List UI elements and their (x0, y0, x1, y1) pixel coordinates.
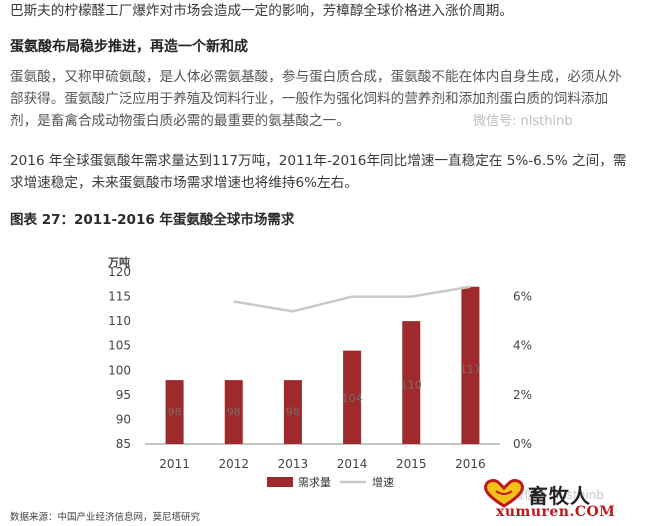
bar-value-label: 98 (227, 405, 241, 418)
y-tick-label: 115 (108, 290, 131, 304)
y-tick-label: 95 (116, 388, 131, 402)
bar-value-label: 110 (401, 379, 422, 392)
data-source: 数据来源：中国产业经济信息网，莫尼塔研究 (10, 512, 201, 523)
legend-line-label: 增速 (372, 475, 394, 489)
bar (402, 321, 421, 444)
x-tick-label: 2012 (218, 457, 249, 471)
x-tick-label: 2013 (278, 457, 309, 471)
legend-bar-label: 需求量 (298, 476, 331, 489)
left-ticks: 85 90 95 100 105 110 115 120 (108, 265, 131, 451)
body-paragraph: 2016 年全球蛋氨酸年需求量达到117万吨，2011年-2016年同比增速一直… (10, 153, 627, 191)
legend-bar-swatch (267, 477, 293, 487)
wechat-watermark-bottom: 微信号: nlsthinb (512, 488, 604, 502)
bar-value-labels: 98 98 98 104 110 117 (168, 363, 481, 418)
figure-title: 图表 27：2011-2016 年蛋氨酸全球市场需求 (10, 212, 295, 228)
x-ticks: 2011 2012 2013 2014 2015 2016 (159, 457, 485, 471)
section-heading: 蛋氨酸布局稳步推进，再造一个新和成 (10, 39, 248, 55)
y2-tick-label: 6% (513, 290, 532, 304)
y-tick-label: 100 (108, 363, 131, 377)
y-tick-label: 85 (116, 437, 131, 451)
y-axis-label: 万吨 (107, 255, 130, 269)
bar (461, 286, 480, 444)
heart-logo-icon (484, 479, 524, 508)
xumuren-logo: 畜牧人 xumuren.COM (472, 474, 642, 522)
growth-series (233, 285, 471, 313)
x-tick-label: 2015 (396, 457, 427, 471)
legend: 需求量 增速 (267, 475, 394, 489)
quote-paragraph: 蛋氨酸，又称甲硫氨酸，是人体必需氨基酸，参与蛋白质合成，蛋氨酸不能在体内自身生成… (10, 69, 622, 129)
bar (224, 380, 243, 444)
x-tick-label: 2011 (159, 457, 190, 471)
wechat-watermark: 微信号: nlsthinb (473, 114, 573, 129)
bar (343, 350, 362, 444)
bar (165, 380, 184, 444)
bar (283, 380, 302, 444)
logo-url: xumuren.COM (496, 504, 616, 520)
y-tick-label: 110 (108, 314, 131, 328)
logo-name: 畜牧人 (528, 484, 591, 508)
right-ticks: 0% 2% 4% 6% (513, 290, 532, 451)
bar-value-label: 117 (460, 363, 481, 376)
y-tick-label: 90 (116, 412, 131, 426)
bar-series (165, 286, 480, 444)
y-tick-label: 105 (108, 339, 131, 353)
left-axis: 万吨 (107, 255, 130, 269)
bar-value-label: 98 (168, 405, 182, 418)
bar-value-label: 98 (286, 405, 300, 418)
x-tick-label: 2014 (337, 457, 368, 471)
y2-tick-label: 2% (513, 388, 532, 402)
y-tick-label: 120 (108, 265, 131, 279)
intro-line: 巴斯夫的柠檬醛工厂爆炸对市场会造成一定的影响，芳樟醇全球价格进入涨价周期。 (10, 3, 513, 19)
bar-value-label: 104 (342, 392, 363, 405)
y2-tick-label: 4% (513, 339, 532, 353)
growth-line (233, 285, 471, 313)
x-tick-label: 2016 (455, 457, 486, 471)
y2-tick-label: 0% (513, 437, 532, 451)
